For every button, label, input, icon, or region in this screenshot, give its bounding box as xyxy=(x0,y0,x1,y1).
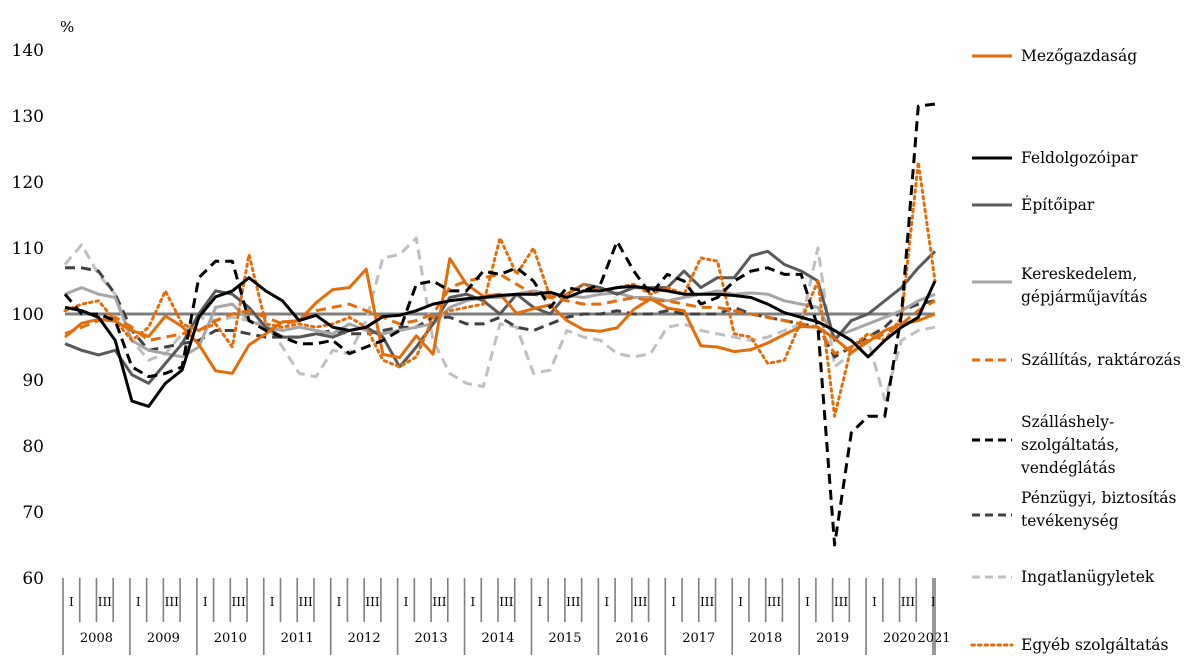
quarter-label: I xyxy=(671,595,676,609)
year-label: 2015 xyxy=(548,631,581,646)
year-label: 2020 xyxy=(883,631,916,646)
quarter-label: III xyxy=(298,595,312,609)
year-label: 2014 xyxy=(481,631,514,646)
y-tick-label: 110 xyxy=(12,239,44,259)
series-line-1 xyxy=(64,276,937,408)
quarter-label: III xyxy=(566,595,580,609)
quarter-label: III xyxy=(834,595,848,609)
quarter-label: I xyxy=(69,595,74,609)
year-label: 2016 xyxy=(615,631,648,646)
quarter-label: III xyxy=(700,595,714,609)
year-label: 2008 xyxy=(80,631,113,646)
series-line-8 xyxy=(63,160,937,418)
quarter-label: III xyxy=(365,595,379,609)
quarter-label: I xyxy=(203,595,208,609)
year-label: 2010 xyxy=(214,631,247,646)
y-tick-label: 100 xyxy=(12,305,44,325)
year-label: 2018 xyxy=(749,631,782,646)
legend-label: Pénzügyi, biztosítás tevékenység xyxy=(1021,489,1177,530)
year-label: 2021 xyxy=(917,631,950,646)
series-line-7 xyxy=(63,236,936,402)
quarter-label: III xyxy=(633,595,647,609)
year-label: 2013 xyxy=(415,631,448,646)
quarter-label: I xyxy=(270,595,275,609)
quarter-label: I xyxy=(404,595,409,609)
legend-label: Szálláshely-szolgáltatás, vendéglátás xyxy=(1020,413,1119,477)
legend-label: Szállítás, raktározás xyxy=(1021,351,1181,369)
quarter-label: III xyxy=(165,595,179,609)
legend: Mezőgazdaság Feldolgozóipar Építőipar Keres… xyxy=(970,47,1181,654)
legend-label: Építőipar xyxy=(1021,196,1095,214)
quarter-label: I xyxy=(537,595,542,609)
y-tick-label: 80 xyxy=(22,437,44,457)
quarter-label: I xyxy=(805,595,810,609)
year-label: 2017 xyxy=(682,631,715,646)
series-line-2 xyxy=(64,249,937,385)
quarter-label: I xyxy=(471,595,476,609)
quarter-label: III xyxy=(98,595,112,609)
y-tick-label: 60 xyxy=(22,569,44,589)
series-line-4 xyxy=(64,272,936,356)
quarter-label: I xyxy=(337,595,342,609)
y-tick-label: 90 xyxy=(22,371,44,391)
y-tick-label: 140 xyxy=(12,41,44,61)
year-label: 2012 xyxy=(348,631,381,646)
series-line-0 xyxy=(64,257,936,375)
series-line-3 xyxy=(64,286,936,359)
quarter-label: I xyxy=(738,595,743,609)
y-tick-label: 70 xyxy=(22,503,44,523)
year-label: 2019 xyxy=(816,631,849,646)
year-label: 2011 xyxy=(281,631,314,646)
quarter-label: III xyxy=(499,595,513,609)
quarter-label: I xyxy=(604,595,609,609)
quarter-label: III xyxy=(432,595,446,609)
legend-label: Ingatlanügyletek xyxy=(1021,568,1155,586)
series-lines xyxy=(63,102,937,547)
y-tick-label: 130 xyxy=(12,107,44,127)
legend-label: Kereskedelem, gépjárműjavítás xyxy=(1021,265,1147,306)
quarter-label: I xyxy=(872,595,877,609)
quarter-label: I xyxy=(136,595,141,609)
legend-label: Feldolgozóipar xyxy=(1021,149,1138,167)
y-unit-label: % xyxy=(60,18,74,36)
y-tick-label: 120 xyxy=(12,173,44,193)
quarter-label: III xyxy=(767,595,781,609)
quarter-label: I xyxy=(931,595,936,609)
y-axis-ticks: 60 70 80 90 100 110 120 130 140 xyxy=(12,41,44,589)
quarter-label: III xyxy=(901,595,915,609)
legend-label: Egyéb szolgáltatás xyxy=(1021,636,1168,654)
quarter-label: III xyxy=(232,595,246,609)
year-label: 2009 xyxy=(147,631,180,646)
legend-label: Mezőgazdaság xyxy=(1021,47,1137,65)
